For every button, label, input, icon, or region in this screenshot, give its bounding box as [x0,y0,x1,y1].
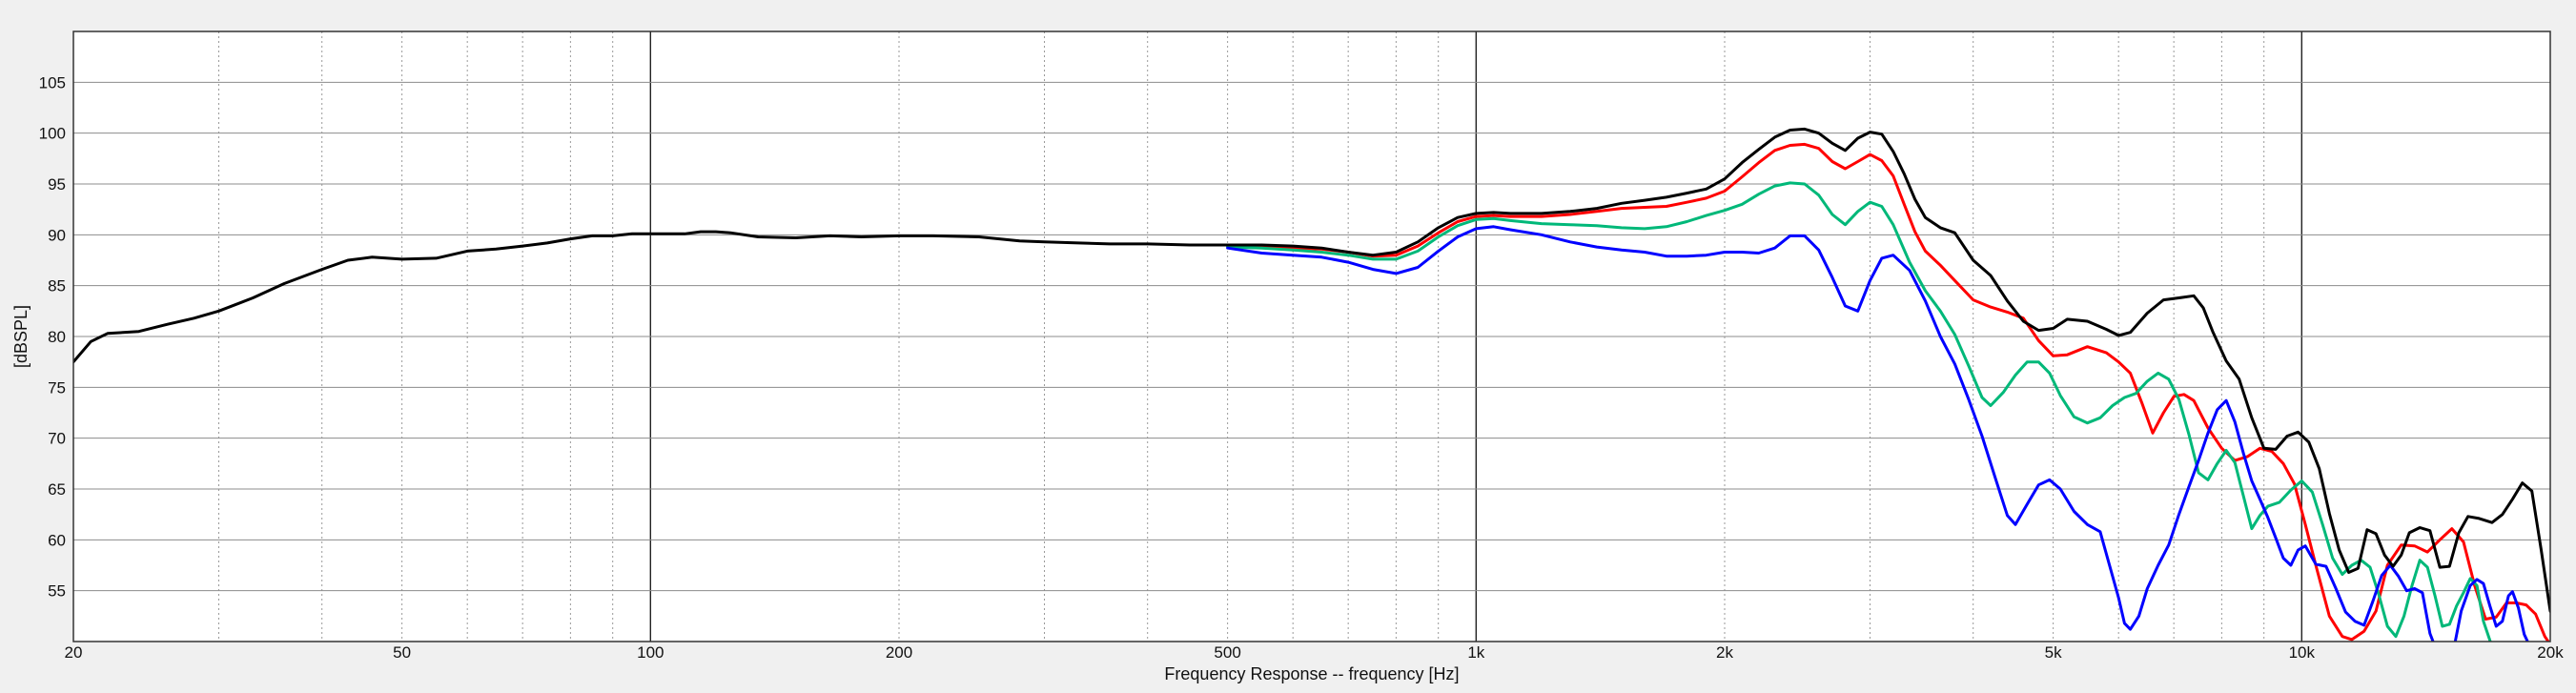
y-tick-label: 55 [48,582,66,601]
y-tick-label: 80 [48,328,66,346]
grid-lines [73,31,2550,642]
x-tick-label: 2k [1716,643,1733,662]
x-tick-label: 500 [1214,643,1240,662]
x-axis-ticks: 20 50 100 200 500 1k 2k 5k 10k 20k [65,643,2565,662]
x-tick-label: 50 [393,643,411,662]
y-tick-label: 90 [48,226,66,244]
x-tick-label: 1k [1467,643,1484,662]
x-tick-label: 200 [886,643,912,662]
y-tick-label: 65 [48,480,66,499]
x-tick-label: 20 [65,643,83,662]
x-tick-label: 10k [2289,643,2316,662]
y-tick-label: 105 [39,73,66,92]
series-line-3 [1226,181,2492,642]
y-tick-label: 95 [48,175,66,194]
y-tick-label: 85 [48,277,66,296]
y-tick-label: 60 [48,531,66,549]
data-series [73,127,2550,642]
x-tick-label: 5k [2045,643,2062,662]
series-line-1 [73,127,2550,614]
x-axis-title: Frequency Response -- frequency [Hz] [1164,664,1459,683]
x-tick-label: 20k [2537,643,2564,662]
y-tick-label: 100 [39,125,66,143]
y-tick-label: 70 [48,430,66,448]
y-axis-ticks: 55 60 65 70 75 80 85 90 95 100 105 [39,73,66,600]
y-axis-title: [dBSPL] [11,305,31,368]
plot-frame [72,31,2551,642]
series-line-4 [1226,225,2529,642]
series-line-2 [1226,142,2550,642]
y-tick-label: 75 [48,378,66,397]
x-tick-label: 100 [637,643,664,662]
